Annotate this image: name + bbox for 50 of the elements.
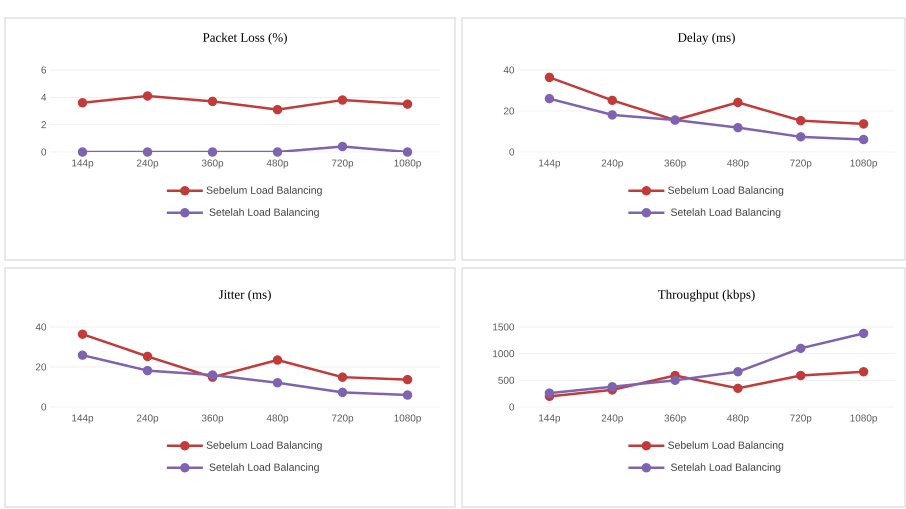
legend-label: Sebelum Load Balancing (668, 186, 784, 196)
y-tick-label: 0 (509, 148, 514, 156)
y-tick-label: 1500 (493, 323, 514, 331)
y-tick-label: 0 (41, 148, 46, 156)
x-tick-label: 1080p (850, 160, 878, 169)
x-tick-label: 480p (727, 160, 749, 169)
y-tick-label: 20 (504, 107, 514, 115)
x-tick-label: 360p (664, 414, 686, 424)
x-tick-label: 240p (602, 414, 623, 424)
x-tick-label: 720p (790, 414, 812, 424)
x-tick-label: 240p (136, 414, 158, 424)
y-tick-label: 1000 (493, 350, 514, 358)
x-tick-label: 240p (602, 160, 623, 169)
legend-label: Setelah Load Balancing (209, 463, 319, 473)
y-tick-label: 2 (41, 121, 46, 128)
x-tick-label: 240p (136, 160, 158, 169)
legend-label: Sebelum Load Balancing (206, 441, 322, 451)
x-tick-label: 360p (202, 414, 224, 424)
x-tick-label: 480p (266, 160, 288, 169)
x-tick-label: 480p (266, 414, 288, 424)
x-tick-label: 144p (72, 414, 94, 424)
y-tick-label: 4 (41, 94, 46, 101)
chart-title: Jitter (ms) (218, 290, 271, 302)
x-tick-label: 360p (202, 160, 224, 169)
y-tick-label: 0 (41, 403, 46, 411)
x-tick-label: 144p (72, 160, 94, 168)
legend-label: Sebelum Load Balancing (206, 186, 322, 196)
x-tick-label: 360p (664, 160, 686, 169)
x-tick-label: 1080p (394, 160, 421, 169)
x-tick-label: 144p (539, 160, 560, 168)
chart-title: Delay (ms) (678, 32, 735, 44)
legend-label: Setelah Load Balancing (670, 463, 780, 473)
x-tick-label: 720p (790, 160, 812, 169)
legend-label: Setelah Load Balancing (670, 208, 780, 218)
y-tick-label: 40 (36, 323, 46, 331)
chart-title: Packet Loss (%) (202, 32, 287, 44)
y-tick-label: 6 (41, 66, 46, 74)
x-tick-label: 144p (539, 414, 560, 424)
legend-label: Setelah Load Balancing (209, 208, 319, 218)
legend-label: Sebelum Load Balancing (668, 441, 784, 451)
y-tick-label: 0 (509, 403, 514, 411)
y-tick-label: 20 (36, 363, 46, 371)
y-tick-label: 500 (498, 376, 514, 384)
x-tick-label: 1080p (850, 414, 878, 424)
x-tick-label: 720p (332, 414, 354, 424)
x-tick-label: 720p (332, 160, 354, 169)
x-tick-label: 1080p (394, 414, 421, 424)
chart-title: Throughput (kbps) (658, 290, 755, 302)
y-tick-label: 40 (504, 66, 514, 74)
x-tick-label: 480p (727, 414, 749, 424)
